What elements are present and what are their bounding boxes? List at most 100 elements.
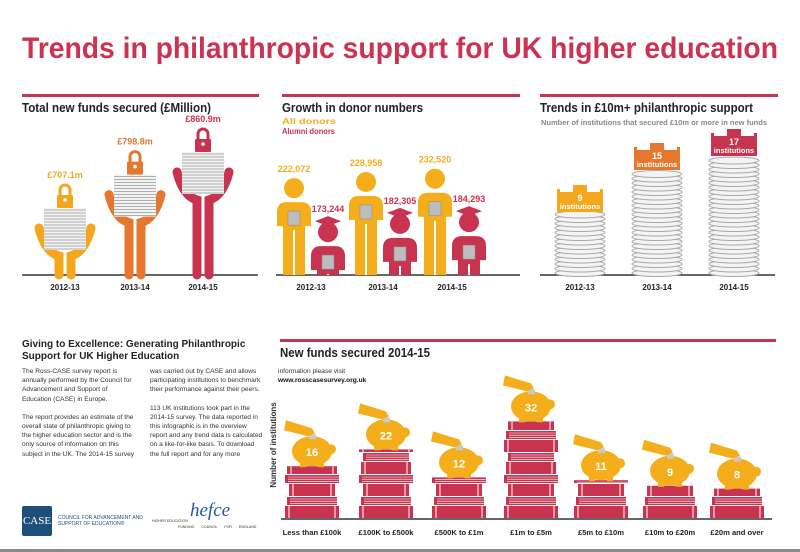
castle-icon: [557, 185, 603, 212]
all-donors-data-label: 222,072: [278, 164, 311, 174]
institutions-x-label: 2014-15: [719, 283, 749, 292]
coin-icon: [309, 434, 316, 440]
bands-data-label: 9: [667, 467, 673, 479]
person-icon: [418, 168, 452, 275]
gift-box-icon: [393, 246, 407, 262]
funds-bar: £860.9m: [172, 114, 234, 280]
book-stack-icon: [504, 421, 558, 518]
donor-chart-title: Growth in donor numbers: [282, 100, 423, 115]
bands-x-label: Less than £100k: [283, 528, 342, 537]
alumni-donors-data-label: 173,244: [312, 204, 345, 214]
hand-coin-icon: [284, 420, 315, 437]
bands-x-label: £20m and over: [710, 528, 763, 537]
hand-coin-icon: [431, 431, 462, 448]
person-icon: [349, 171, 383, 275]
funds-chart: £707.1m 2012-13 £798.8m 2013-14 £860.9m 2014-…: [34, 114, 234, 292]
panel-rule: [282, 94, 520, 97]
mortarboard-icon: [456, 206, 482, 217]
coin-stack-icon: [554, 210, 606, 277]
about-paragraph: The report provides an estimate of the o…: [22, 368, 261, 458]
lock-icon: [127, 150, 143, 175]
donor-x-label: 2014-15: [437, 283, 467, 292]
legend-all-donors: All donors: [282, 117, 337, 126]
book-stack-icon: [359, 449, 413, 518]
hefce-logo-text: FUNDING COUNCIL FOR ENGLAND: [178, 525, 257, 529]
funds-chart-title: Total new funds secured (£Million): [22, 100, 211, 115]
funds-x-label: 2013-14: [120, 283, 150, 292]
panel-rule: [280, 339, 776, 342]
survey-link[interactable]: www.rosscasesurvey.org.uk: [278, 377, 367, 385]
gift-box-icon: [462, 244, 476, 260]
bands-y-axis-label: Number of institutions: [269, 402, 278, 488]
funds-bar: £707.1m: [34, 170, 96, 280]
coin-icon: [528, 389, 535, 395]
coin-icon: [667, 453, 674, 459]
coin-stack-icon: [708, 156, 760, 277]
paper-stack-icon: [44, 208, 86, 250]
bands-data-label: 11: [595, 461, 607, 473]
donor-x-label: 2012-13: [296, 283, 326, 292]
panel-rule: [540, 94, 778, 97]
bands-x-label: £5m to £10m: [578, 528, 624, 537]
institutions-unit-label: institutions: [637, 160, 677, 169]
institutions-chart-subtitle: Number of institutions that secured £10m…: [541, 118, 767, 127]
funds-data-label: £707.1m: [47, 170, 83, 180]
bands-chart: 16 Less than £100k 22 £100K to £500k 12 £500K…: [283, 375, 764, 537]
alumni-donors-data-label: 182,305: [384, 196, 417, 206]
bands-data-label: 32: [525, 402, 537, 414]
funds-data-label: £860.9m: [185, 114, 221, 124]
institutions-unit-label: institutions: [714, 146, 754, 155]
hand-coin-icon: [709, 442, 740, 459]
piggy-bank-icon: [503, 375, 555, 423]
legend-alumni-donors: Alumni donors: [282, 127, 336, 136]
case-logo: CASE: [22, 506, 52, 536]
funds-data-label: £798.8m: [117, 137, 153, 147]
bands-x-label: £100K to £500k: [359, 528, 415, 537]
piggy-bank-icon: [431, 431, 483, 479]
person-icon: [277, 178, 311, 275]
lock-icon: [195, 127, 211, 152]
funds-x-label: 2012-13: [50, 283, 80, 292]
piggy-bank-icon: [284, 420, 336, 468]
bands-data-label: 22: [380, 430, 392, 442]
hefce-logo-text: HIGHER EDUCATION: [152, 519, 188, 523]
bands-x-label: £10m to £20m: [645, 528, 695, 537]
gift-box-icon: [359, 204, 373, 220]
coin-icon: [456, 445, 463, 451]
institutions-chart-title: Trends in £10m+ philanthropic support: [540, 100, 754, 115]
hand-coin-icon: [642, 439, 673, 456]
all-donors-data-label: 232,520: [419, 155, 452, 165]
mortarboard-icon: [315, 216, 341, 227]
institutions-data-label: 17: [729, 137, 739, 147]
institutions-data-label: 15: [652, 151, 662, 161]
castle-icon: [711, 129, 757, 156]
about-paragraph-text: 113 UK institutions took part in the 201…: [150, 368, 346, 458]
graduate-icon: [311, 216, 345, 275]
coin-icon: [598, 448, 605, 454]
about-paragraph: 113 UK institutions took part in the 201…: [150, 367, 392, 467]
bands-x-label: £500K to £1m: [435, 528, 484, 537]
coin-icon: [383, 417, 390, 423]
institutions-x-label: 2013-14: [642, 283, 672, 292]
castle-icon: [634, 143, 680, 170]
about-text: The Ross-CASE survey report is annually …: [22, 367, 366, 467]
gift-box-icon: [321, 254, 335, 270]
hefce-logo: hefce: [190, 500, 231, 521]
coin-stack-icon: [631, 170, 683, 277]
bands-chart-title: New funds secured 2014-15: [280, 345, 430, 360]
institutions-data-label: 9: [577, 193, 582, 203]
institutions-x-label: 2012-13: [565, 283, 595, 292]
graduate-icon: [383, 207, 417, 275]
page-title: Trends in philanthropic support for UK h…: [22, 32, 778, 65]
donor-x-label: 2013-14: [368, 283, 398, 292]
case-logo-text: COUNCIL FOR ADVANCEMENT AND SUPPORT OF E…: [58, 515, 143, 527]
piggy-bank-icon: [573, 434, 625, 482]
coin-icon: [734, 456, 741, 462]
alumni-donors-data-label: 184,293: [453, 194, 486, 204]
book-stack-icon: [285, 466, 339, 518]
book-stack-icon: [643, 485, 697, 518]
panel-rule: [22, 94, 259, 97]
bands-x-label: £1m to £5m: [510, 528, 552, 537]
gift-box-icon: [428, 201, 442, 216]
